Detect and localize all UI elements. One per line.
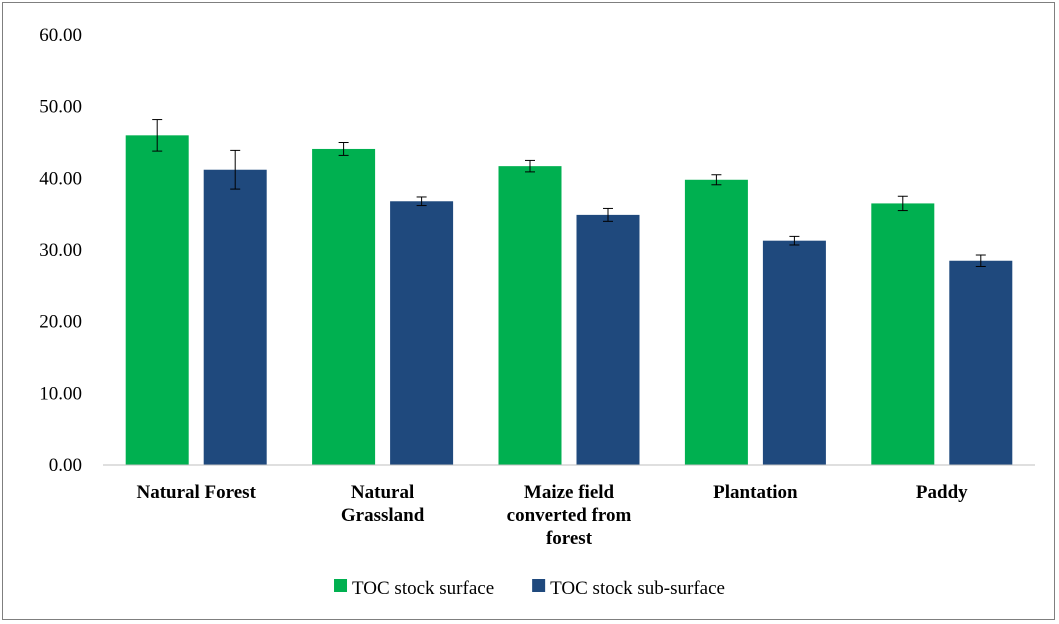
x-tick-label: Natural Forest xyxy=(136,482,256,503)
y-tick-label: 60.00 xyxy=(39,25,82,46)
bar xyxy=(762,240,826,465)
bar xyxy=(125,135,189,466)
legend-label: TOC stock sub-surface xyxy=(550,578,725,599)
legend-swatch xyxy=(334,579,348,592)
bar xyxy=(498,166,562,465)
bar xyxy=(684,179,748,465)
legend-item: TOC stock sub-surface xyxy=(532,578,725,599)
y-axis: 0.00 10.00 20.00 30.00 40.00 50.00 60.00 xyxy=(39,25,82,476)
bar xyxy=(576,214,640,465)
bar xyxy=(871,203,935,465)
y-tick-label: 40.00 xyxy=(39,168,82,189)
x-tick-label: Natural Grassland xyxy=(341,482,425,526)
y-tick-label: 50.00 xyxy=(39,97,82,118)
bar xyxy=(390,201,454,465)
x-axis: Natural Forest Natural Grassland Maize fiel… xyxy=(103,464,1035,549)
x-tick-label: Maize field converted from forest xyxy=(507,482,632,549)
bar xyxy=(203,169,267,465)
y-tick-label: 20.00 xyxy=(39,312,82,333)
y-tick-label: 0.00 xyxy=(49,455,82,476)
bars xyxy=(125,135,1013,466)
y-tick-label: 10.00 xyxy=(39,383,82,404)
legend-swatch xyxy=(532,579,546,592)
legend-item: TOC stock surface xyxy=(334,578,494,599)
x-tick-label: Paddy xyxy=(916,482,968,503)
bar xyxy=(312,148,376,465)
y-tick-label: 30.00 xyxy=(39,240,82,261)
legend-label: TOC stock surface xyxy=(352,578,494,599)
bar xyxy=(949,260,1013,465)
x-tick-label: Plantation xyxy=(713,482,798,503)
legend: TOC stock surface TOC stock sub-surface xyxy=(334,578,725,599)
error-bars xyxy=(152,119,986,267)
